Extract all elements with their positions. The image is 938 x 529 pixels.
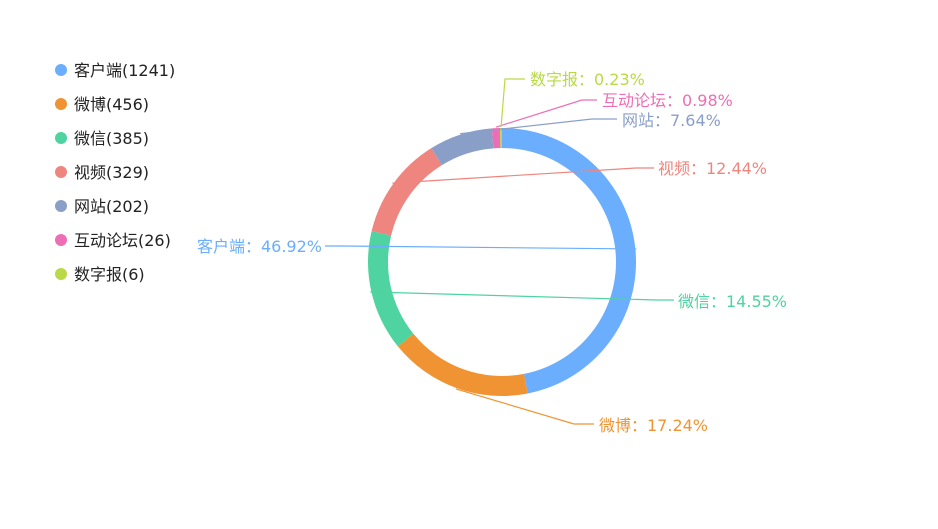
donut-slice[interactable] [431, 128, 494, 166]
donut-slice[interactable] [491, 128, 501, 149]
slice-label: 视频：12.44% [658, 159, 767, 178]
donut-slice[interactable] [502, 128, 636, 394]
legend-marker[interactable] [55, 268, 67, 280]
label-leader-line [459, 118, 617, 135]
label-leader-line [455, 388, 594, 425]
legend: 客户端(1241) 微博(456) 微信(385) 视频(329) 网站(202) 互动论… [55, 61, 175, 284]
legend-label[interactable]: 网站(202) [74, 197, 149, 216]
slice-labels: 客户端：46.92% 微博：17.24% 微信：14.55% 视频：12.44% 网站：… [197, 70, 787, 435]
legend-label[interactable]: 互动论坛(26) [74, 231, 171, 250]
donut-slice[interactable] [500, 128, 502, 149]
legend-label[interactable]: 视频(329) [74, 163, 149, 182]
donut-slices [368, 128, 636, 396]
donut-slice[interactable] [368, 231, 414, 347]
legend-marker[interactable] [55, 200, 67, 212]
donut-slice[interactable] [397, 333, 528, 396]
label-leader-line [500, 78, 525, 128]
legend-label[interactable]: 微信(385) [74, 129, 149, 148]
label-leader-line [392, 167, 654, 184]
legend-label[interactable]: 数字报(6) [74, 265, 145, 284]
slice-label: 微信：14.55% [678, 292, 787, 311]
legend-marker[interactable] [55, 98, 67, 110]
label-leader-line [370, 291, 674, 301]
slice-label: 数字报：0.23% [530, 70, 645, 89]
legend-label[interactable]: 客户端(1241) [74, 61, 175, 80]
donut-slice[interactable] [371, 148, 442, 236]
slice-label: 客户端：46.92% [197, 237, 322, 256]
legend-marker[interactable] [55, 132, 67, 144]
slice-label: 微博：17.24% [599, 416, 708, 435]
label-leader-line [495, 99, 597, 128]
legend-marker[interactable] [55, 234, 67, 246]
legend-label[interactable]: 微博(456) [74, 95, 149, 114]
label-leader-line [325, 245, 637, 250]
legend-marker[interactable] [55, 64, 67, 76]
slice-label: 互动论坛：0.98% [602, 91, 733, 110]
slice-label: 网站：7.64% [622, 111, 721, 130]
legend-marker[interactable] [55, 166, 67, 178]
